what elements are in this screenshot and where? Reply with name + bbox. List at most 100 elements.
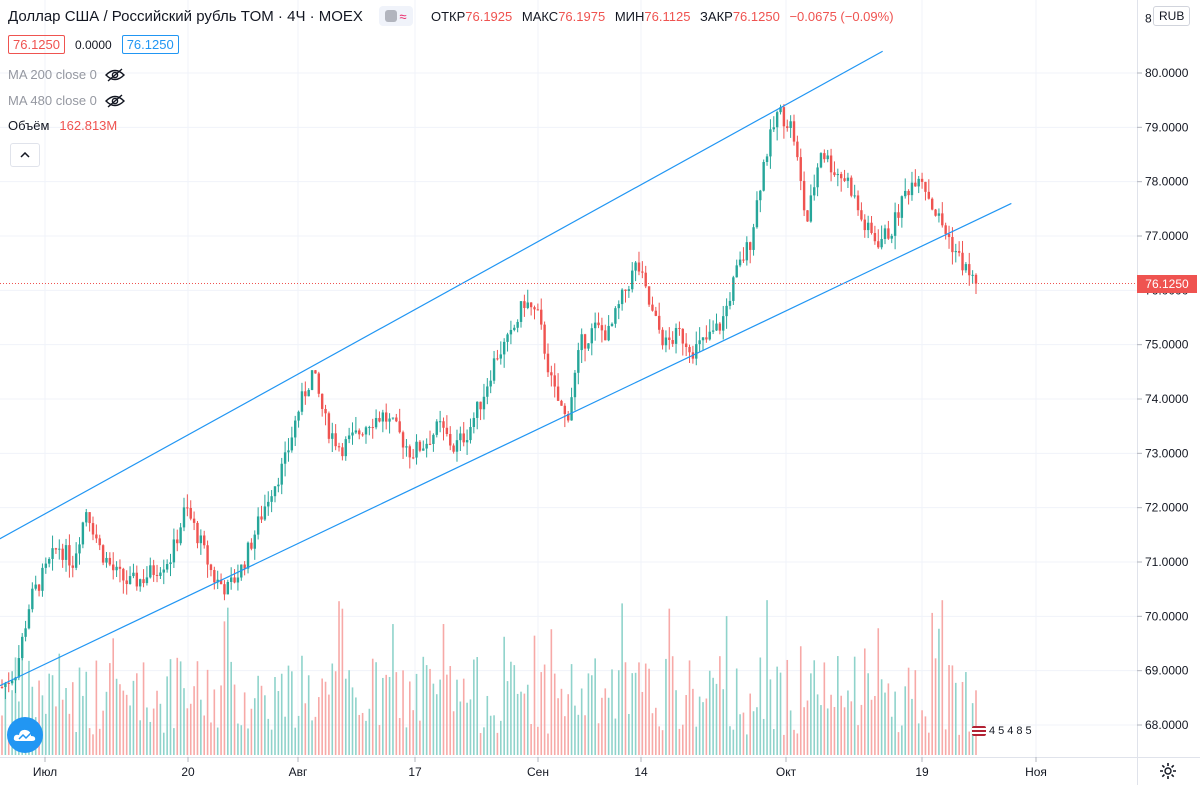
bid-price[interactable]: 76.1250 <box>8 35 65 54</box>
volume-bar <box>688 660 691 755</box>
candle-body <box>930 198 934 210</box>
price-tick-label: 75.0000 <box>1145 338 1189 352</box>
ohlc-values: ОТКР76.1925 МАКС76.1975 МИН76.1125 ЗАКР7… <box>425 9 894 24</box>
volume-bar <box>284 716 286 755</box>
candle-body <box>927 191 931 199</box>
candle-body <box>657 315 661 330</box>
volume-bar <box>513 665 516 755</box>
candle-body <box>176 539 179 544</box>
candle-body <box>735 265 738 278</box>
candle-body <box>165 564 169 570</box>
candle-body <box>745 242 749 261</box>
volume-bar <box>473 659 475 755</box>
candle-body <box>540 309 543 325</box>
candle-body <box>580 334 583 351</box>
indicator-ma200[interactable]: MA 200 close 0 <box>8 67 125 82</box>
candle-body <box>678 327 681 329</box>
candle-body <box>4 682 7 688</box>
ask-price[interactable]: 76.1250 <box>121 35 179 54</box>
channel-upper-line[interactable] <box>0 50 883 540</box>
parallel-channel[interactable] <box>0 50 1012 687</box>
candle-body <box>155 574 159 576</box>
volume-bar <box>408 681 411 755</box>
bid-ask-row: 76.1250 0.0000 76.1250 <box>8 35 179 54</box>
symbol-title[interactable]: Доллар США / Российский рубль TOM · 4Ч ·… <box>8 7 363 25</box>
wave-icon: ≈ <box>399 8 407 24</box>
candle-body <box>14 677 17 681</box>
candle-body <box>499 354 502 359</box>
volume-bar <box>621 603 623 755</box>
compare-button[interactable]: ≈ <box>378 6 413 26</box>
candle-body <box>782 107 786 127</box>
volume-bar <box>496 732 499 755</box>
volume-bar <box>799 646 802 755</box>
volume-bar <box>247 728 249 755</box>
indicator-ma480[interactable]: MA 480 close 0 <box>8 93 125 108</box>
ma480-label: MA 480 close 0 <box>8 93 97 108</box>
collapse-legend-button[interactable] <box>10 143 40 167</box>
candle-body <box>438 421 442 423</box>
volume-bar <box>830 694 832 755</box>
volume-bar <box>341 608 344 755</box>
currency-badge[interactable]: RUB <box>1153 6 1191 26</box>
eye-hidden-icon[interactable] <box>104 67 125 82</box>
candle-body <box>368 427 371 429</box>
time-axis[interactable]: Июл 20 Авг 17 Сен 14 Окт 19 Ноя <box>33 757 1047 779</box>
candle-body <box>934 209 937 216</box>
candle-body <box>627 289 631 291</box>
volume-bar <box>705 698 708 755</box>
volume-bar <box>928 732 930 755</box>
candle-body <box>496 358 499 360</box>
candle-body <box>846 177 850 181</box>
candle-series <box>0 104 978 700</box>
volume-bar <box>200 699 202 755</box>
time-tick-label: Июл <box>33 765 57 779</box>
candle-body <box>425 443 428 449</box>
candle-body <box>169 562 172 565</box>
time-tick-label: Авг <box>289 765 308 779</box>
volume-bar <box>584 715 586 755</box>
volume-bar <box>237 723 239 755</box>
volume-bar <box>924 716 927 755</box>
candle-body <box>684 343 688 348</box>
volume-bar <box>395 672 398 755</box>
candle-body <box>418 441 422 451</box>
volume-bar <box>41 695 44 755</box>
volume-bar <box>931 612 933 755</box>
candle-body <box>573 372 577 398</box>
volume-bar <box>446 674 448 755</box>
volume-bar <box>88 728 91 755</box>
volume-bar <box>149 721 152 755</box>
volume-bar <box>678 728 681 755</box>
volume-bar <box>156 690 158 755</box>
cloud-logo-icon[interactable] <box>7 717 43 753</box>
candle-body <box>152 565 155 575</box>
volume-legend[interactable]: Объём 162.813M <box>8 118 117 133</box>
candle-body <box>715 323 718 331</box>
open-label: ОТКР <box>430 8 466 24</box>
volume-bar <box>297 715 300 755</box>
candle-body <box>290 437 294 451</box>
volume-bar <box>813 660 816 755</box>
volume-bar <box>665 658 667 755</box>
eye-hidden-icon[interactable] <box>104 93 125 108</box>
candle-body <box>465 440 469 443</box>
price-axis[interactable]: 80.000079.000078.000077.000076.000075.00… <box>1137 12 1189 732</box>
volume-bar <box>520 691 522 755</box>
candle-body <box>435 421 438 435</box>
candle-body <box>796 141 799 158</box>
candle-body <box>890 235 893 239</box>
volume-bar <box>951 665 954 755</box>
gear-icon[interactable] <box>1159 762 1177 780</box>
volume-bar <box>173 728 175 755</box>
volume-bar <box>526 684 529 755</box>
volume-bar <box>169 659 172 755</box>
candle-body <box>482 396 486 410</box>
volume-bar <box>382 677 384 755</box>
volume-bar <box>139 720 141 755</box>
volume-bar <box>533 635 536 755</box>
channel-lower-line[interactable] <box>0 202 1012 687</box>
candle-body <box>486 386 489 397</box>
chart-grid <box>0 0 1137 757</box>
